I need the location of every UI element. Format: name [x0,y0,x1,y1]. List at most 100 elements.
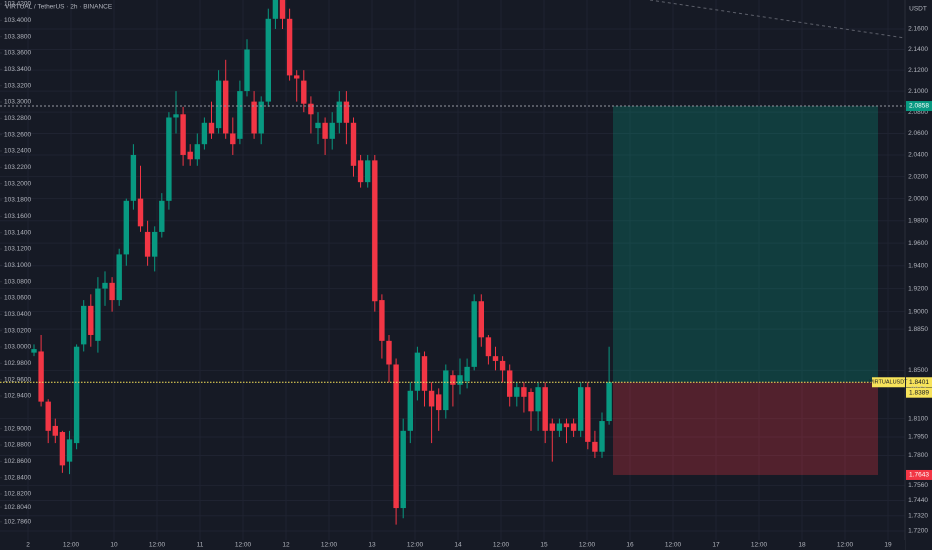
candle-body [315,122,321,129]
x-tick-label: 12:00 [493,542,510,549]
y-tick-label: 2.0200 [908,173,928,180]
y-tick-label: 1.9400 [908,262,928,269]
profit-zone [613,106,878,383]
x-tick-label: 12 [282,542,290,549]
candle-body [400,430,406,509]
y2-tick-label: 103.3400 [4,66,31,73]
y-tick-label: 2.0000 [908,195,928,202]
candle-body [166,117,172,201]
candle-body [585,387,591,442]
y2-tick-label: 102.9600 [4,376,31,383]
candle-body [592,441,598,452]
candle-body [52,425,58,436]
candle-body [66,439,73,462]
price-tag-label: 2.0858 [909,103,929,110]
candle-body [180,114,186,155]
y-tick-label: 1.7560 [908,482,928,489]
candle-body [570,423,577,431]
y2-tick-label: 103.3000 [4,99,31,106]
symbol-label: VIRTUALUSDT [869,380,908,386]
candle-body [421,356,428,391]
candle-body [308,103,314,115]
candle-body [45,401,51,431]
candle-body [372,160,378,302]
candle-body [187,151,193,160]
x-tick-label: 12:00 [407,542,424,549]
y-tick-label: 2.0600 [908,130,928,137]
y-tick-label: 1.9000 [908,308,928,315]
x-tick-label: 15 [540,542,548,549]
y2-tick-label: 103.1600 [4,213,31,220]
candle-body [450,375,456,385]
x-tick-label: 12:00 [665,542,682,549]
candle-body [73,346,80,444]
x-tick-label: 14 [454,542,462,549]
y2-tick-label: 103.0600 [4,295,31,302]
candle-body [88,305,94,335]
price-tag-label: 1.8401 [909,379,929,386]
y2-tick-label: 102.8400 [4,474,31,481]
candle-body [471,301,477,367]
y-tick-label: 1.9600 [908,240,928,247]
loss-zone [613,382,878,475]
candle-body [350,122,357,166]
y2-tick-label: 102.9000 [4,425,31,432]
candles [31,0,612,525]
candle-body [521,387,527,397]
candle-body [599,421,605,452]
x-tick-label: 12:00 [63,542,80,549]
candle-body [152,231,158,257]
candle-body [81,305,87,345]
candle-body [194,144,200,160]
y2-tick-label: 103.2400 [4,148,31,155]
x-tick-label: 13 [368,542,376,549]
y2-tick-label: 103.2000 [4,180,31,187]
x-tick-label: 10 [110,542,118,549]
candle-body [578,387,584,431]
y2-tick-label: 102.8800 [4,442,31,449]
candle-body [393,364,399,509]
price-tag-label: 1.8389 [909,389,929,396]
x-tick-label: 12:00 [837,542,854,549]
candle-body [294,75,300,79]
x-tick-label: 12:00 [321,542,338,549]
candle-body [365,160,371,183]
y2-tick-label: 103.0000 [4,344,31,351]
y2-tick-label: 103.1200 [4,246,31,253]
candle-body [123,200,129,255]
candle-body [258,101,264,134]
candle-body [95,288,101,341]
chart-title: VIRTUAL / TetherUS · 2h · BINANCE [5,4,113,11]
price-lines [0,105,905,383]
y-tick-label: 2.1400 [908,46,928,53]
x-tick-label: 12:00 [149,542,166,549]
y-tick-label: 2.1000 [908,88,928,95]
y2-tick-label: 102.8040 [4,504,31,511]
y2-tick-label: 103.0200 [4,327,31,334]
y-tick-label: 1.9200 [908,285,928,292]
candle-body [492,356,499,361]
candle-body [407,390,413,431]
candle-body [272,0,279,19]
candle-body [230,133,236,145]
y2-tick-label: 103.4000 [4,17,31,24]
trend-line [649,0,906,39]
y2-tick-label: 103.3800 [4,33,31,40]
candle-body [428,390,435,407]
candle-body [237,91,243,139]
candle-body [329,122,335,139]
y2-tick-label: 103.1000 [4,262,31,269]
y-tick-label: 1.7950 [908,434,928,441]
x-tick-label: 19 [884,542,892,549]
price-tag [906,469,932,480]
candle-body [137,198,144,227]
candle-body [322,122,328,139]
y-tick-label: 2.1600 [908,26,928,33]
y-tick-label: 1.8500 [908,367,928,374]
price-tag [906,387,932,398]
candle-body [265,18,271,102]
position [613,106,878,475]
candle-body [507,370,513,397]
